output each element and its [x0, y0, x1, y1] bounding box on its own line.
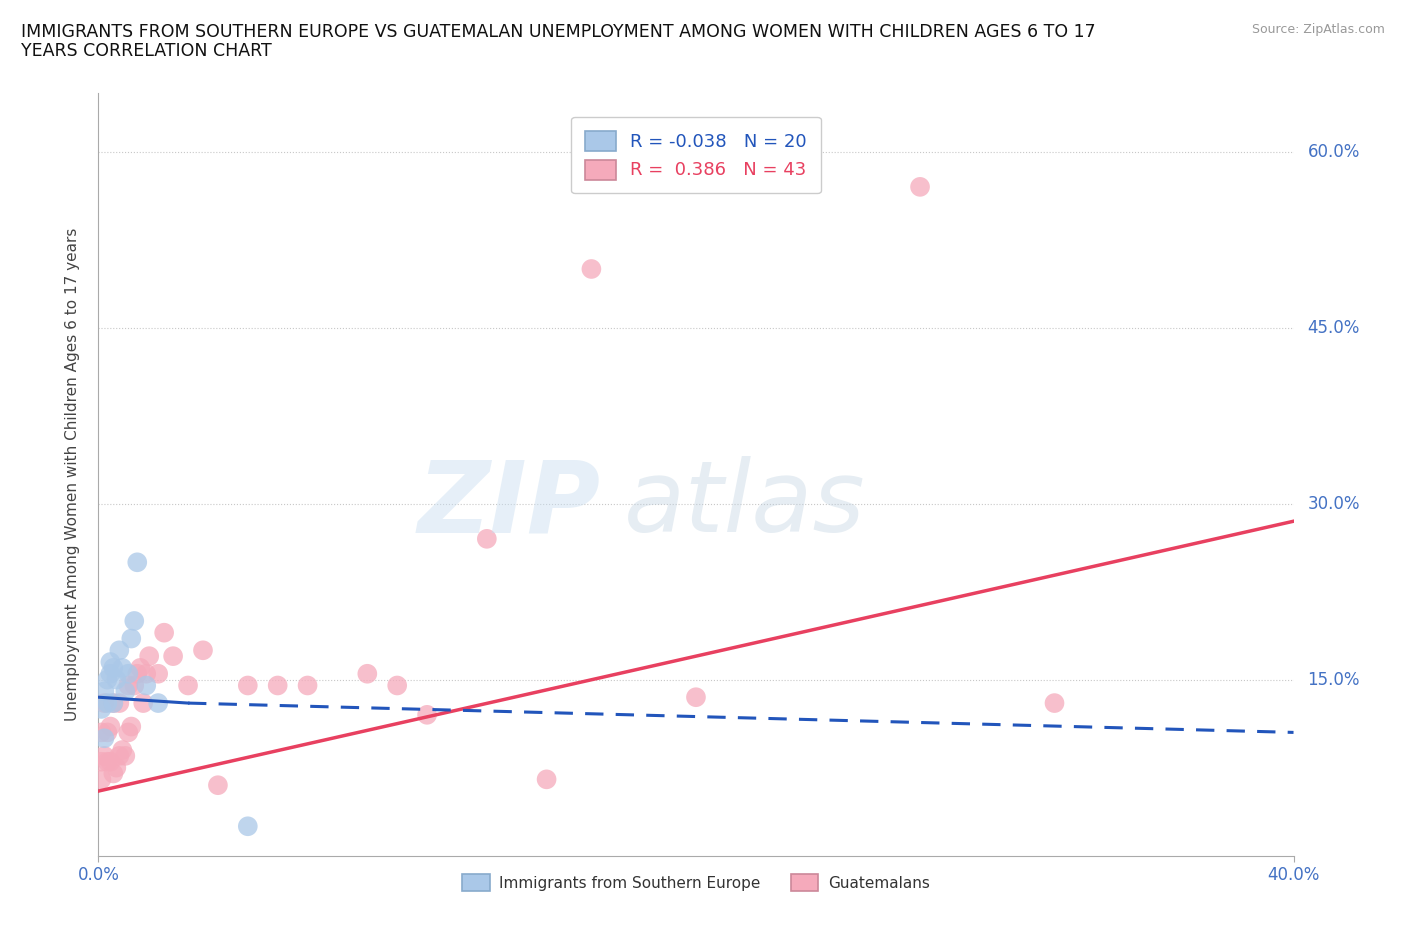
Point: [236, 678, 259, 693]
Point: [105, 760, 128, 775]
Point: [908, 179, 931, 194]
Point: [148, 696, 170, 711]
Text: 60.0%: 60.0%: [1308, 142, 1360, 161]
Point: [108, 696, 131, 711]
Point: [103, 696, 125, 711]
Point: [207, 777, 229, 792]
Point: [93, 684, 115, 698]
Point: [96, 696, 118, 711]
Point: [117, 678, 139, 693]
Point: [98, 655, 122, 670]
Point: [120, 631, 142, 646]
Point: [416, 708, 439, 723]
Y-axis label: Unemployment Among Women with Children Ages 6 to 17 years: Unemployment Among Women with Children A…: [65, 228, 80, 721]
Point: [98, 719, 122, 734]
Text: atlas: atlas: [624, 457, 866, 553]
Text: YEARS CORRELATION CHART: YEARS CORRELATION CHART: [21, 42, 271, 60]
Point: [135, 678, 157, 693]
Point: [117, 725, 139, 740]
Point: [96, 672, 118, 687]
Point: [96, 754, 118, 769]
Point: [297, 678, 319, 693]
Point: [103, 766, 125, 781]
Point: [124, 678, 146, 693]
Point: [93, 696, 115, 711]
Point: [98, 754, 122, 769]
Point: [356, 666, 378, 681]
Point: [98, 666, 122, 681]
Point: [148, 666, 170, 681]
Point: [90, 701, 112, 716]
Text: ZIP: ZIP: [418, 457, 600, 553]
Point: [236, 818, 259, 833]
Point: [138, 649, 160, 664]
Point: [191, 643, 214, 658]
Text: IMMIGRANTS FROM SOUTHERN EUROPE VS GUATEMALAN UNEMPLOYMENT AMONG WOMEN WITH CHIL: IMMIGRANTS FROM SOUTHERN EUROPE VS GUATE…: [21, 23, 1095, 41]
Legend: Immigrants from Southern Europe, Guatemalans: Immigrants from Southern Europe, Guatema…: [457, 868, 935, 897]
Point: [90, 725, 112, 740]
Point: [120, 719, 142, 734]
Point: [177, 678, 200, 693]
Point: [124, 614, 146, 629]
Text: 15.0%: 15.0%: [1308, 671, 1360, 688]
Point: [90, 772, 112, 787]
Point: [108, 643, 131, 658]
Point: [475, 531, 498, 546]
Point: [127, 555, 149, 570]
Text: Source: ZipAtlas.com: Source: ZipAtlas.com: [1251, 23, 1385, 36]
Point: [108, 749, 131, 764]
Point: [93, 749, 115, 764]
Point: [103, 696, 125, 711]
Point: [153, 625, 176, 640]
Point: [90, 754, 112, 769]
Point: [536, 772, 558, 787]
Point: [96, 725, 118, 740]
Point: [135, 666, 157, 681]
Text: 30.0%: 30.0%: [1308, 495, 1360, 512]
Point: [114, 749, 136, 764]
Text: 45.0%: 45.0%: [1308, 319, 1360, 337]
Point: [111, 660, 134, 675]
Point: [103, 660, 125, 675]
Point: [105, 672, 128, 687]
Point: [129, 660, 152, 675]
Point: [385, 678, 409, 693]
Point: [93, 731, 115, 746]
Point: [1043, 696, 1066, 711]
Point: [162, 649, 184, 664]
Point: [114, 684, 136, 698]
Point: [581, 261, 603, 276]
Point: [117, 666, 139, 681]
Point: [132, 696, 155, 711]
Point: [685, 690, 707, 705]
Point: [267, 678, 290, 693]
Point: [111, 742, 134, 757]
Point: [127, 666, 149, 681]
